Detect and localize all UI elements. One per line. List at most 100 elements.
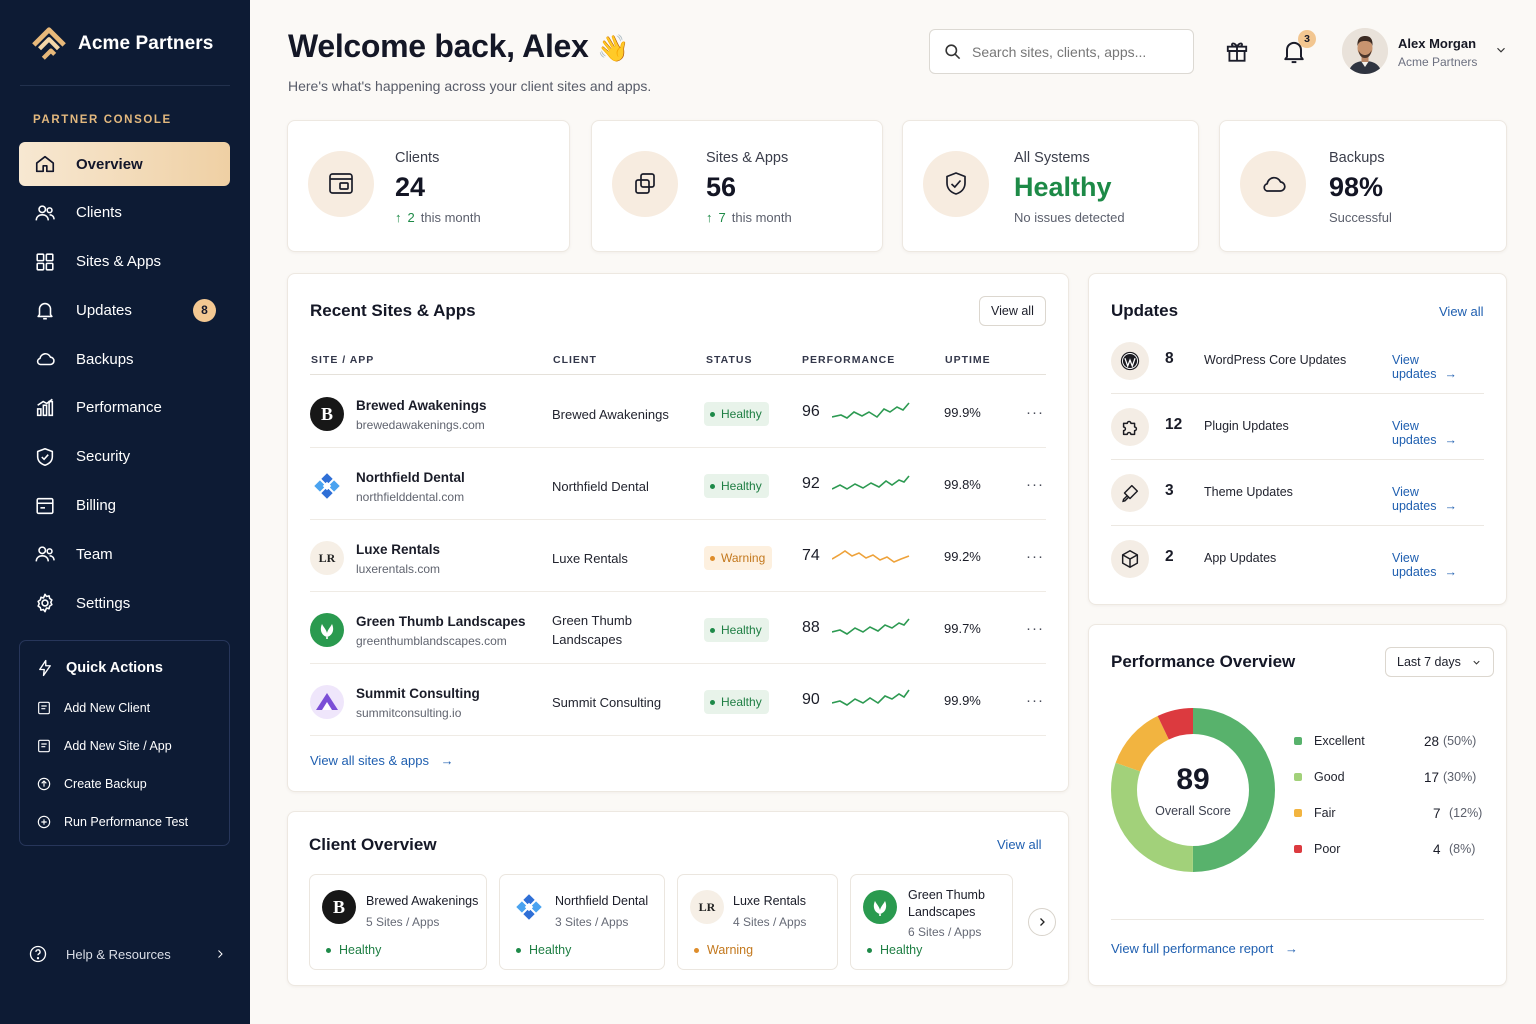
avatar[interactable] (1342, 28, 1388, 74)
col-performance: PERFORMANCE (802, 354, 896, 366)
table-row[interactable]: Green Thumb Landscapes greenthumblandsca… (310, 592, 1046, 664)
update-row-plugin[interactable]: 12 Plugin Updates View updates → (1111, 394, 1484, 460)
run-performance-test-button[interactable]: Run Performance Test (20, 803, 229, 841)
view-performance-report-link[interactable]: View full performance report → (1111, 941, 1298, 956)
more-options-icon[interactable]: ··· (1026, 692, 1044, 709)
recent-view-all-button[interactable]: View all (979, 296, 1046, 326)
brand[interactable]: Acme Partners (30, 26, 213, 62)
view-all-sites-label: View all sites & apps (310, 753, 429, 768)
sidebar-item-label: Billing (76, 497, 117, 515)
client-card-brewed[interactable]: B Brewed Awakenings 5 Sites / Apps Healt… (309, 874, 487, 970)
view-updates-link[interactable]: View updates → (1392, 485, 1484, 513)
site-client: Green Thumb Landscapes (552, 611, 632, 649)
sidebar-item-team[interactable]: Team (19, 532, 230, 576)
legend-swatch (1294, 773, 1302, 781)
view-updates-link[interactable]: View updates → (1392, 353, 1484, 381)
sidebar-item-label: Sites & Apps (76, 253, 162, 271)
update-row-app[interactable]: 2 App Updates View updates → (1111, 526, 1484, 592)
sidebar-item-performance[interactable]: Performance (19, 386, 230, 430)
site-name[interactable]: Brewed Awakenings (356, 398, 487, 413)
client-card-green-thumb[interactable]: Green Thumb Landscapes 6 Sites / Apps He… (850, 874, 1013, 970)
client-card-luxe[interactable]: LR Luxe Rentals 4 Sites / Apps Warning (677, 874, 838, 970)
chevron-down-icon[interactable] (1494, 43, 1508, 57)
stat-card-clients[interactable]: Clients 24 ↑ 2 this month (287, 120, 570, 252)
update-row-wordpress[interactable]: 8 WordPress Core Updates View updates → (1111, 328, 1484, 394)
sidebar-item-sites-apps[interactable]: Sites & Apps (19, 240, 230, 284)
sidebar-item-clients[interactable]: Clients (19, 191, 230, 235)
donut-slice-poor (1111, 708, 1275, 872)
view-updates-label: View updates (1392, 551, 1437, 579)
stat-icon-wrap (1240, 151, 1306, 217)
arrow-right-icon: → (1444, 433, 1457, 447)
table-row[interactable]: B Brewed Awakenings brewedawakenings.com… (310, 376, 1046, 448)
add-new-site-button[interactable]: Add New Site / App (20, 727, 229, 765)
update-row-theme[interactable]: 3 Theme Updates View updates → (1111, 460, 1484, 526)
legend-fair: Fair 7 (12%) (1294, 803, 1482, 823)
table-row[interactable]: LR Luxe Rentals luxerentals.com Luxe Ren… (310, 520, 1046, 592)
performance-sparkline (832, 402, 910, 419)
gift-icon[interactable] (1224, 38, 1250, 64)
status-text: Healthy (721, 407, 762, 421)
sidebar-item-label: Settings (76, 594, 131, 612)
sidebar-item-security[interactable]: Security (19, 435, 230, 479)
view-all-sites-link[interactable]: View all sites & apps → (310, 753, 454, 768)
site-name[interactable]: Summit Consulting (356, 686, 480, 701)
sidebar-item-overview[interactable]: Overview (19, 142, 230, 186)
recent-sites-title: Recent Sites & Apps (310, 301, 476, 320)
next-clients-button[interactable] (1028, 908, 1056, 936)
wordpress-icon (1120, 351, 1140, 371)
user-name[interactable]: Alex Morgan (1398, 36, 1477, 51)
more-options-icon[interactable]: ··· (1026, 476, 1044, 493)
acme-logo-icon (32, 27, 66, 60)
updates-view-all-link[interactable]: View all (1439, 304, 1484, 319)
avatar-portrait-icon (1342, 28, 1388, 74)
puzzle-icon (1122, 420, 1138, 436)
uptime-value: 99.7% (944, 621, 981, 636)
performance-donut-chart (1111, 708, 1275, 872)
client-status: Healthy (516, 943, 571, 957)
sidebar-item-backups[interactable]: Backups (19, 337, 230, 381)
sidebar-item-updates[interactable]: Updates 8 (19, 288, 230, 332)
search-icon (945, 44, 961, 60)
sidebar-item-settings[interactable]: Settings (19, 581, 230, 625)
client-name-line: Landscapes (908, 905, 976, 919)
client-overview-view-all-link[interactable]: View all (997, 837, 1042, 852)
wave-emoji: 👋 (597, 33, 630, 63)
shield-icon (36, 447, 54, 466)
add-new-client-button[interactable]: Add New Client (20, 689, 229, 727)
quick-action-label: Add New Client (64, 701, 151, 715)
site-name[interactable]: Northfield Dental (356, 470, 465, 485)
legend-count: 4 (1433, 841, 1441, 857)
arrow-right-icon: → (1444, 367, 1457, 381)
main-content: Welcome back, Alex 👋 Here's what's happe… (250, 0, 1536, 1024)
date-range-select[interactable]: Last 7 days (1385, 647, 1494, 677)
help-resources-link[interactable]: Help & Resources (28, 944, 226, 964)
create-backup-button[interactable]: Create Backup (20, 765, 229, 803)
site-name[interactable]: Green Thumb Landscapes (356, 614, 526, 629)
table-row[interactable]: Summit Consulting summitconsulting.io Su… (310, 664, 1046, 736)
plus-circle-icon (37, 815, 51, 829)
stat-card-backups[interactable]: Backups 98% Successful (1219, 120, 1507, 252)
sidebar-item-billing[interactable]: Billing (19, 484, 230, 528)
date-range-value: Last 7 days (1397, 655, 1461, 669)
site-name[interactable]: Luxe Rentals (356, 542, 441, 557)
table-row[interactable]: Northfield Dental northfielddental.com N… (310, 448, 1046, 520)
search-box[interactable] (929, 29, 1194, 74)
view-updates-link[interactable]: View updates → (1392, 551, 1484, 579)
gear-icon (37, 593, 53, 613)
client-card-northfield[interactable]: Northfield Dental 3 Sites / Apps Healthy (499, 874, 665, 970)
more-options-icon[interactable]: ··· (1026, 404, 1044, 421)
legend-count: 17 (1424, 769, 1440, 785)
more-options-icon[interactable]: ··· (1026, 620, 1044, 637)
notifications-bell-icon[interactable] (1280, 37, 1308, 65)
quick-actions-panel: Quick Actions Add New Client Add New Sit… (19, 640, 230, 846)
legend-good: Good 17 (30%) (1294, 767, 1476, 787)
more-options-icon[interactable]: ··· (1026, 548, 1044, 565)
help-icon (29, 945, 47, 963)
stat-card-all-systems[interactable]: All Systems Healthy No issues detected (902, 120, 1199, 252)
stat-card-sites-apps[interactable]: Sites & Apps 56 ↑ 7 this month (591, 120, 883, 252)
sidebar: Acme Partners PARTNER CONSOLE Overview C… (0, 0, 250, 1024)
view-updates-link[interactable]: View updates → (1392, 419, 1484, 447)
search-input[interactable] (972, 43, 1172, 60)
stat-value: 24 (395, 172, 426, 202)
